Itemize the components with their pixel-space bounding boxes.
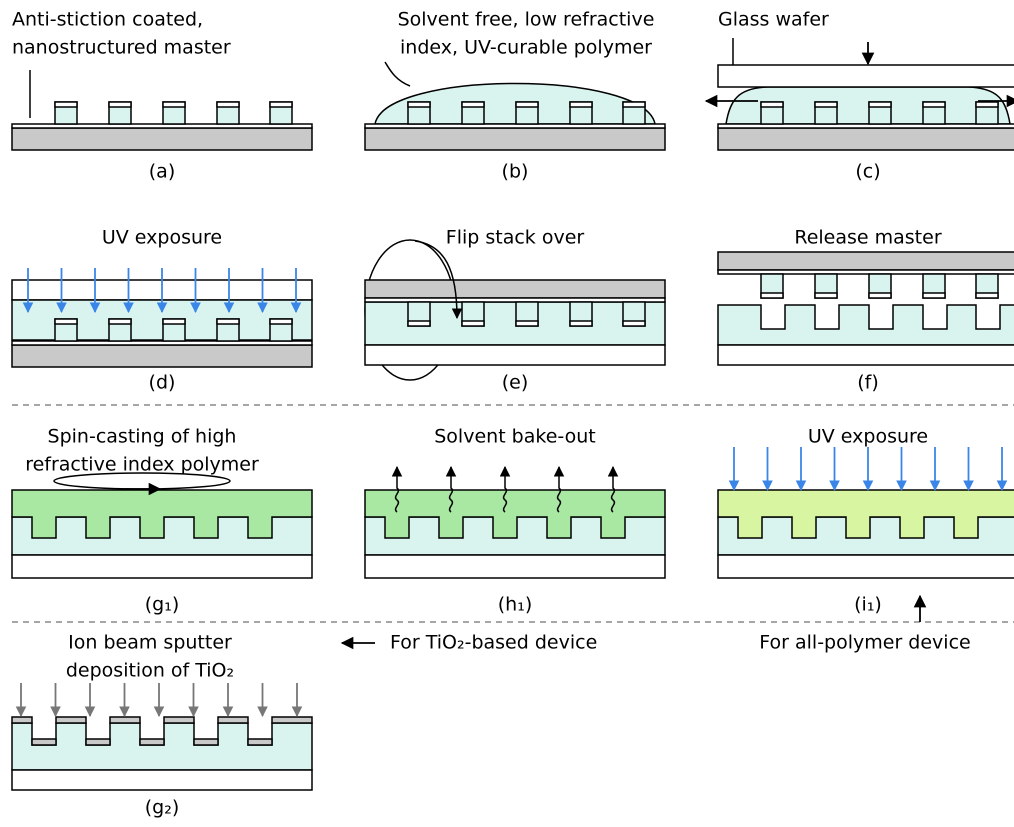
pillar-coating xyxy=(923,293,945,298)
pillar-coating xyxy=(761,102,783,107)
substrate xyxy=(365,128,665,150)
pillar-coating xyxy=(570,321,592,326)
glass-wafer xyxy=(12,555,312,578)
panel-caption: (d) xyxy=(149,372,176,394)
panel-caption: (e) xyxy=(502,372,529,394)
panel-label: Release master xyxy=(794,227,941,249)
substrate xyxy=(365,280,665,298)
substrate xyxy=(718,252,1014,270)
panel-caption: (f) xyxy=(857,372,879,394)
cured-layer xyxy=(718,490,1014,538)
leader-line xyxy=(385,62,410,86)
panel-label: UV exposure xyxy=(808,426,928,448)
glass-wafer xyxy=(365,345,665,365)
pillar-coating xyxy=(462,102,484,107)
pillar-coating xyxy=(815,102,837,107)
tio2-film xyxy=(194,739,218,745)
glass-wafer xyxy=(365,555,665,578)
tio2-film xyxy=(12,717,32,723)
pillar-coating xyxy=(516,102,538,107)
tio2-film xyxy=(164,717,194,723)
glass-wafer xyxy=(718,65,1014,87)
process-diagram: Anti-stiction coated, nanostructured mast… xyxy=(0,0,1014,827)
tio2-film xyxy=(56,717,86,723)
tio2-film xyxy=(248,739,272,745)
pillar-coating xyxy=(462,321,484,326)
tio2-film xyxy=(140,739,164,745)
pillar-coating xyxy=(217,102,239,107)
panel-label: Glass wafer xyxy=(718,9,829,31)
panel-caption: (i₁) xyxy=(854,594,882,616)
pillar-coating xyxy=(163,102,185,107)
pillar-coating xyxy=(923,102,945,107)
tio2-film xyxy=(32,739,56,745)
pillar-coating xyxy=(516,321,538,326)
pillar-coating xyxy=(623,102,645,107)
substrate xyxy=(12,128,312,150)
panel-label: UV exposure xyxy=(102,227,222,249)
pillar-coating xyxy=(109,319,131,324)
panel-caption: (g₂) xyxy=(145,797,180,819)
tio2-film xyxy=(110,717,140,723)
tio2-film xyxy=(86,739,110,745)
panel-caption: (c) xyxy=(855,161,880,183)
pillar-coating xyxy=(55,319,77,324)
panel-label: Solvent bake-out xyxy=(434,426,595,448)
pillar-coating xyxy=(270,319,292,324)
pillar-coating xyxy=(55,102,77,107)
panel-caption: (b) xyxy=(502,161,529,183)
polymer xyxy=(12,723,312,770)
substrate xyxy=(718,128,1014,150)
glass-wafer xyxy=(12,770,312,790)
panel-label: nanostructured master xyxy=(12,37,231,59)
tio2-film xyxy=(272,717,312,723)
panel-label: Anti-stiction coated, xyxy=(12,9,203,31)
note: For all-polymer device xyxy=(759,632,970,654)
glass-wafer xyxy=(718,555,1014,578)
pillar-coating xyxy=(815,293,837,298)
panel-label: Spin-casting of high xyxy=(48,426,237,448)
pillar-coating xyxy=(623,321,645,326)
panel-label: refractive index polymer xyxy=(25,454,259,476)
panel-caption: (h₁) xyxy=(498,594,532,616)
pillar-coating xyxy=(761,293,783,298)
pillar-coating xyxy=(869,293,891,298)
pillar-coating xyxy=(869,102,891,107)
pillar-coating xyxy=(976,102,998,107)
pillar-coating xyxy=(976,293,998,298)
panel-caption: (a) xyxy=(149,161,175,183)
pillar-coating xyxy=(570,102,592,107)
panel-label: Solvent free, low refractive xyxy=(398,9,655,31)
pillar-coating xyxy=(408,321,430,326)
panel-caption: (g₁) xyxy=(145,594,180,616)
panel-label: Ion beam sputter xyxy=(68,632,232,654)
polymer xyxy=(718,305,1014,345)
note: For TiO₂-based device xyxy=(390,632,597,654)
tio2-film xyxy=(218,717,248,723)
panel-label: Flip stack over xyxy=(446,227,585,249)
pillar-coating xyxy=(270,102,292,107)
pillar-coating xyxy=(217,319,239,324)
panel-label: index, UV-curable polymer xyxy=(400,37,652,59)
pillar-coating xyxy=(163,319,185,324)
pillar-coating xyxy=(109,102,131,107)
glass-wafer xyxy=(718,345,1014,365)
panel-label: deposition of TiO₂ xyxy=(66,660,234,682)
pillar-coating xyxy=(408,102,430,107)
substrate xyxy=(12,345,312,367)
